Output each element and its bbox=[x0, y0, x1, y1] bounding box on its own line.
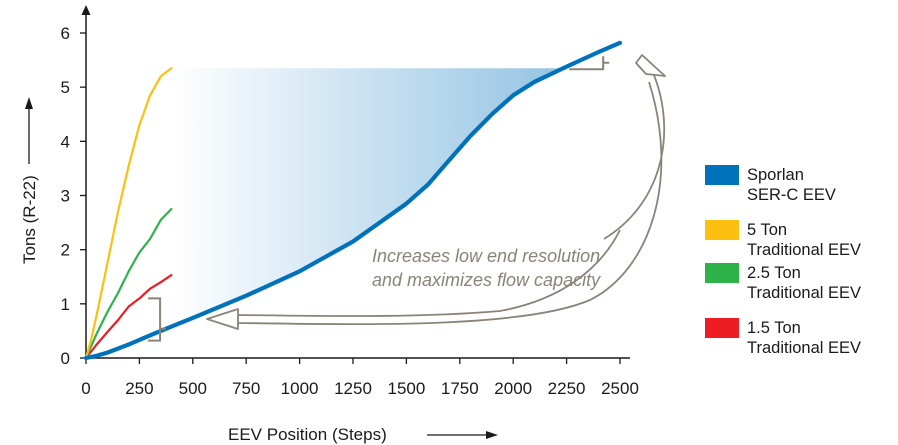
series-line-5-ton bbox=[84, 67, 173, 360]
series-line-1-5-ton bbox=[84, 274, 173, 360]
x-tick-label: 500 bbox=[179, 379, 207, 398]
series-lines bbox=[83, 40, 623, 361]
svg-text:EEV Position (Steps): EEV Position (Steps) bbox=[228, 425, 387, 444]
tick-labels: 0 250 500 750 1000 1250 1500 1750 2000 2250 2500 0 1… bbox=[61, 24, 639, 398]
arrow-to-low-end-outer bbox=[237, 81, 663, 326]
x-tick-label: 2000 bbox=[494, 379, 532, 398]
x-axis-title: EEV Position (Steps) bbox=[228, 425, 498, 444]
x-tick-label: 1500 bbox=[387, 379, 425, 398]
series-line-2-5-ton bbox=[84, 207, 173, 360]
y-tick-label: 0 bbox=[61, 349, 70, 368]
annotation-arrows bbox=[206, 54, 666, 330]
svg-text:Tons (R-22): Tons (R-22) bbox=[20, 175, 39, 264]
annotation-line-2: and maximizes flow capacity bbox=[372, 270, 601, 290]
x-tick-label: 1250 bbox=[334, 379, 372, 398]
x-tick-label: 0 bbox=[81, 379, 90, 398]
legend-swatch bbox=[705, 220, 739, 240]
y-tick-label: 5 bbox=[61, 78, 70, 97]
low-end-bracket bbox=[148, 297, 167, 342]
y-tick-label: 1 bbox=[61, 295, 70, 314]
legend-label: Traditional EEV bbox=[747, 339, 861, 357]
tick-marks bbox=[80, 32, 621, 364]
legend-swatch bbox=[705, 165, 739, 185]
high-end-bracket bbox=[569, 56, 610, 71]
series-line-sporlan bbox=[83, 40, 623, 361]
x-tick-label: 1750 bbox=[441, 379, 479, 398]
y-tick-label: 3 bbox=[61, 187, 70, 206]
shade-region bbox=[171, 68, 564, 327]
legend: Sporlan SER-C EEV 5 Ton Traditional EEV 2.5 … bbox=[705, 165, 861, 357]
axes bbox=[81, 5, 630, 359]
legend-label: Traditional EEV bbox=[747, 241, 861, 259]
x-tick-label: 750 bbox=[232, 379, 260, 398]
arrow-to-low-end-inner bbox=[237, 229, 621, 317]
y-tick-label: 4 bbox=[61, 132, 70, 151]
arrow-to-high-end-head bbox=[635, 54, 666, 77]
legend-label: 1.5 Ton bbox=[747, 319, 801, 337]
x-tick-label: 250 bbox=[125, 379, 153, 398]
legend-swatch bbox=[705, 318, 739, 338]
y-axis-arrowhead bbox=[81, 5, 91, 15]
legend-label: SER-C EEV bbox=[747, 186, 836, 204]
legend-label: 5 Ton bbox=[747, 221, 787, 239]
x-tick-label: 2500 bbox=[601, 379, 639, 398]
annotation-line-1: Increases low end resolution bbox=[372, 246, 600, 266]
resolution-gain-shade bbox=[171, 68, 564, 327]
brackets bbox=[148, 56, 610, 342]
y-tick-label: 6 bbox=[61, 24, 70, 43]
legend-label: Sporlan bbox=[747, 166, 804, 184]
x-tick-label: 2250 bbox=[548, 379, 586, 398]
legend-label: Traditional EEV bbox=[747, 284, 861, 302]
x-axis-title-arrowhead bbox=[486, 431, 498, 439]
legend-swatch bbox=[705, 263, 739, 283]
y-axis-title-arrowhead bbox=[25, 97, 33, 109]
x-tick-label: 1000 bbox=[281, 379, 319, 398]
legend-label: 2.5 Ton bbox=[747, 264, 801, 282]
y-tick-label: 2 bbox=[61, 241, 70, 260]
arrow-to-low-end-head bbox=[206, 308, 239, 330]
y-axis-title: Tons (R-22) bbox=[20, 97, 39, 264]
